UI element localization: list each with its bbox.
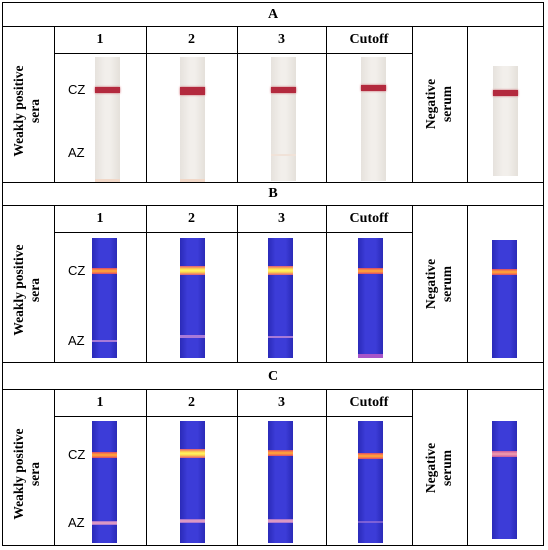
az-label: AZ xyxy=(68,333,85,348)
control-band xyxy=(493,90,518,96)
column-header-cutoff: Cutoff xyxy=(349,32,389,47)
analyte-band xyxy=(271,154,296,156)
control-band xyxy=(358,268,383,274)
row-label-weakly-positive: Weakly positive sera xyxy=(11,65,42,157)
analyte-band xyxy=(92,340,117,342)
analyte-band xyxy=(180,179,205,182)
test-strip xyxy=(92,238,117,358)
negative-serum-label: Negative serum xyxy=(423,78,454,130)
test-strip xyxy=(180,238,205,358)
column-header-3: 3 xyxy=(278,32,285,47)
test-strip xyxy=(180,421,205,543)
control-band xyxy=(95,87,120,93)
row-label-weakly-positive: Weakly positive sera xyxy=(11,428,42,520)
control-band xyxy=(180,87,205,95)
column-header-2: 2 xyxy=(188,211,195,226)
control-band xyxy=(492,269,517,275)
column-header-cutoff: Cutoff xyxy=(349,395,389,410)
row-label-weakly-positive: Weakly positive sera xyxy=(11,244,42,336)
test-strip xyxy=(271,57,296,181)
test-strip xyxy=(492,240,517,358)
control-band xyxy=(180,266,205,275)
az-label: AZ xyxy=(68,515,85,530)
control-band xyxy=(180,449,205,458)
az-label: AZ xyxy=(68,145,85,160)
column-header-3: 3 xyxy=(278,211,285,226)
column-header-1: 1 xyxy=(96,395,104,410)
column-header-3: 3 xyxy=(278,395,285,410)
test-strip xyxy=(268,421,293,543)
cz-label: CZ xyxy=(68,82,86,97)
test-strip xyxy=(92,421,117,543)
column-header-2: 2 xyxy=(188,395,195,410)
control-band xyxy=(358,453,383,459)
cz-label: CZ xyxy=(68,263,86,278)
analyte-band xyxy=(180,519,205,523)
test-strip xyxy=(268,238,293,358)
analyte-band xyxy=(358,521,383,523)
panel-title-c: C xyxy=(267,369,279,384)
panel-title-b: B xyxy=(268,186,278,201)
negative-serum-label: Negative serum xyxy=(423,442,454,494)
analyte-band xyxy=(268,336,293,338)
figure-frame xyxy=(2,2,544,546)
test-strip xyxy=(95,57,120,182)
analyte-band xyxy=(95,179,120,182)
test-strip xyxy=(493,66,518,176)
control-band xyxy=(268,450,293,456)
control-band xyxy=(268,266,293,275)
analyte-band xyxy=(92,521,117,525)
test-strip xyxy=(492,421,517,539)
cz-label: CZ xyxy=(68,447,86,462)
panel-title-a: A xyxy=(267,7,279,22)
control-band xyxy=(271,87,296,93)
analyte-band xyxy=(268,519,293,523)
test-strip xyxy=(361,57,386,181)
test-strip xyxy=(180,57,205,182)
strip-edge-band xyxy=(358,354,383,358)
column-header-1: 1 xyxy=(96,211,104,226)
control-band xyxy=(361,85,386,91)
column-header-1: 1 xyxy=(96,32,104,47)
analyte-band xyxy=(180,335,205,338)
column-header-cutoff: Cutoff xyxy=(349,211,389,226)
test-strip xyxy=(358,421,383,543)
control-band xyxy=(92,452,117,458)
control-band xyxy=(92,268,117,274)
test-strip xyxy=(358,238,383,358)
control-band xyxy=(492,451,517,457)
column-header-2: 2 xyxy=(188,32,195,47)
negative-serum-label: Negative serum xyxy=(423,258,454,310)
